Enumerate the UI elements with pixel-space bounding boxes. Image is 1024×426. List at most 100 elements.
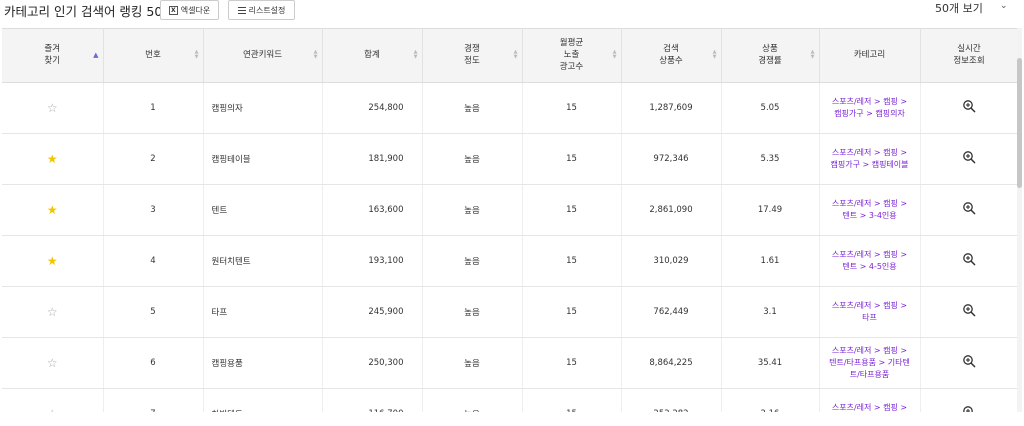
category-line: 캠핑가구 > 캠핑의자 xyxy=(834,108,905,118)
sort-icon[interactable]: ▲ ▼ xyxy=(810,49,815,60)
column-header-label: 실시간 xyxy=(957,44,981,55)
lookup-cell[interactable] xyxy=(920,337,1018,389)
toolbar: 카테고리 인기 검색어 랭킹 500 X 엑셀다운 리스트설정 50개 보기 ⌄ xyxy=(0,0,1024,22)
favorite-cell[interactable]: ★ xyxy=(2,235,104,287)
lookup-cell[interactable] xyxy=(920,286,1018,338)
column-header-total[interactable]: 합계 ▲ ▼ xyxy=(322,29,423,83)
star-icon[interactable]: ★ xyxy=(46,202,58,217)
list-settings-button[interactable]: 리스트설정 xyxy=(228,0,295,20)
competition-cell: 높음 xyxy=(422,235,523,287)
chevron-down-icon[interactable]: ⌄ xyxy=(1000,1,1008,11)
magnifier-plus-icon[interactable] xyxy=(962,150,976,164)
list-icon xyxy=(237,6,246,14)
lookup-cell[interactable] xyxy=(920,133,1018,185)
page-size-select[interactable]: 50개 보기 xyxy=(935,2,983,15)
total-cell: 245,900 xyxy=(322,286,423,338)
column-header-label: 번호 xyxy=(145,50,161,61)
table-row[interactable]: ☆ 5 타프 245,900 높음 15 762,449 3.1 스포츠/레저 > 캠핑 > 타프 xyxy=(2,286,1018,338)
table-row[interactable]: ☆ 6 캠핑용품 250,300 높음 15 8,864,225 35.41 스포츠/레저 > … xyxy=(2,337,1018,389)
column-header-label: 경쟁률 xyxy=(758,56,782,67)
column-header-ratio[interactable]: 상품 경쟁률 ▲ ▼ xyxy=(721,29,820,83)
star-icon[interactable]: ★ xyxy=(46,253,58,268)
sort-icon[interactable]: ▲ ▼ xyxy=(313,49,318,60)
sort-asc-icon[interactable]: ▲ xyxy=(93,51,99,59)
ratio-cell: 35.41 xyxy=(721,337,820,389)
star-icon[interactable]: ☆ xyxy=(46,355,58,370)
star-icon[interactable]: ☆ xyxy=(46,100,58,115)
column-header-rank[interactable]: 번호 ▲ ▼ xyxy=(103,29,204,83)
favorite-cell[interactable]: ★ xyxy=(2,184,104,236)
category-cell[interactable]: 스포츠/레저 > 캠핑 > 타프 xyxy=(819,286,921,338)
sort-icon[interactable]: ▲ ▼ xyxy=(612,49,617,60)
table-row[interactable]: ☆7차박텐트116,700높음15252,2822.16스포츠/레저 > 캠핑 … xyxy=(2,388,1018,412)
competition-cell: 높음 xyxy=(422,286,523,338)
table-row[interactable]: ★ 4 원터치텐트 193,100 높음 15 310,029 1.61 스포츠/레저 > 캠핑… xyxy=(2,235,1018,287)
table-row[interactable]: ☆ 1 캠핑의자 254,800 높음 15 1,287,609 5.05 스포츠/레저 > 캠… xyxy=(2,82,1018,134)
lookup-cell[interactable] xyxy=(920,82,1018,134)
sort-icon[interactable]: ▲ ▼ xyxy=(194,49,199,60)
category-line: 스포츠/레저 > 캠핑 > xyxy=(831,147,908,157)
column-header-competition[interactable]: 경쟁 정도 ▲ ▼ xyxy=(422,29,523,83)
table-row[interactable]: ★ 2 캠핑테이블 181,900 높음 15 972,346 5.35 스포츠/레저 > 캠핑… xyxy=(2,133,1018,185)
products-cell: 1,287,609 xyxy=(621,82,722,134)
category-line: 텐트 > 3-4인용 xyxy=(842,210,897,220)
total-cell: 254,800 xyxy=(322,82,423,134)
vertical-scrollbar[interactable] xyxy=(1017,28,1022,412)
lookup-cell[interactable] xyxy=(920,235,1018,287)
column-header-ads[interactable]: 월평균 노출 광고수 ▲ ▼ xyxy=(522,29,622,83)
category-line: 텐트/타프용품 > 기타텐 xyxy=(829,357,910,367)
rank-cell: 3 xyxy=(103,184,204,236)
keyword-cell: 텐트 xyxy=(203,184,323,236)
total-cell: 116,700 xyxy=(322,388,423,412)
ads-cell: 15 xyxy=(522,184,622,236)
products-cell: 8,864,225 xyxy=(621,337,722,389)
magnifier-plus-icon[interactable] xyxy=(962,354,976,368)
column-header-category: 카테고리 xyxy=(819,29,921,83)
keyword-cell: 캠핑의자 xyxy=(203,82,323,134)
category-line: 스포츠/레저 > 캠핑 > xyxy=(831,345,908,355)
column-header-label: 노출 xyxy=(563,50,580,61)
rank-cell: 6 xyxy=(103,337,204,389)
lookup-cell[interactable] xyxy=(920,388,1018,412)
magnifier-plus-icon[interactable] xyxy=(962,201,976,215)
ads-cell: 15 xyxy=(522,235,622,287)
excel-download-label: 엑셀다운 xyxy=(180,5,211,15)
favorite-cell[interactable]: ★ xyxy=(2,133,104,185)
column-header-products[interactable]: 검색 상품수 ▲ ▼ xyxy=(621,29,722,83)
category-cell[interactable]: 스포츠/레저 > 캠핑 > 캠핑가구 > 캠핑의자 xyxy=(819,82,921,134)
sort-icon[interactable]: ▲ ▼ xyxy=(712,49,717,60)
ratio-cell: 17.49 xyxy=(721,184,820,236)
magnifier-plus-icon[interactable] xyxy=(962,99,976,113)
excel-download-button[interactable]: X 엑셀다운 xyxy=(160,0,219,20)
column-header-favorite[interactable]: 즐겨 찾기 ▲ xyxy=(2,29,104,83)
magnifier-plus-icon[interactable] xyxy=(962,252,976,266)
ratio-cell: 5.35 xyxy=(721,133,820,185)
category-cell[interactable]: 스포츠/레저 > 캠핑 > 캠핑가구 > 캠핑테이블 xyxy=(819,133,921,185)
category-line: 스포츠/레저 > 캠핑 > xyxy=(831,249,908,259)
favorite-cell[interactable]: ☆ xyxy=(2,286,104,338)
lookup-cell[interactable] xyxy=(920,184,1018,236)
category-cell[interactable]: 스포츠/레저 > 캠핑 > 텐트 > 4-5인용 xyxy=(819,235,921,287)
favorite-cell[interactable]: ☆ xyxy=(2,337,104,389)
column-header-keyword[interactable]: 연관키워드 ▲ ▼ xyxy=(203,29,323,83)
table-row[interactable]: ★ 3 텐트 163,600 높음 15 2,861,090 17.49 스포츠/레저 > 캠핑… xyxy=(2,184,1018,236)
category-cell[interactable]: 스포츠/레저 > 캠핑 >텐트 > 차박텐트 xyxy=(819,388,921,412)
magnifier-plus-icon[interactable] xyxy=(962,405,976,412)
competition-cell: 높음 xyxy=(422,82,523,134)
ranking-table: 즐겨 찾기 ▲ 번호 ▲ ▼ 연관키워드 ▲ ▼ 합계 ▲ ▼ 경쟁 정도 ▲ ▼ 월평균 노출 광고수 ▲ ▼ 검색 상품… xyxy=(2,28,1018,412)
ratio-cell: 1.61 xyxy=(721,235,820,287)
category-cell[interactable]: 스포츠/레저 > 캠핑 > 텐트 > 3-4인용 xyxy=(819,184,921,236)
category-line: 트/타프용품 xyxy=(849,369,890,379)
ads-cell: 15 xyxy=(522,337,622,389)
sort-icon[interactable]: ▲ ▼ xyxy=(413,49,418,60)
star-icon[interactable]: ☆ xyxy=(46,304,58,319)
sort-icon[interactable]: ▲ ▼ xyxy=(513,49,518,60)
favorite-cell[interactable]: ☆ xyxy=(2,82,104,134)
star-icon[interactable]: ★ xyxy=(46,151,58,166)
magnifier-plus-icon[interactable] xyxy=(962,303,976,317)
column-header-label: 즐겨 xyxy=(44,44,61,55)
star-icon[interactable]: ☆ xyxy=(47,407,58,413)
scrollbar-thumb[interactable] xyxy=(1017,58,1022,188)
favorite-cell[interactable]: ☆ xyxy=(2,388,104,413)
